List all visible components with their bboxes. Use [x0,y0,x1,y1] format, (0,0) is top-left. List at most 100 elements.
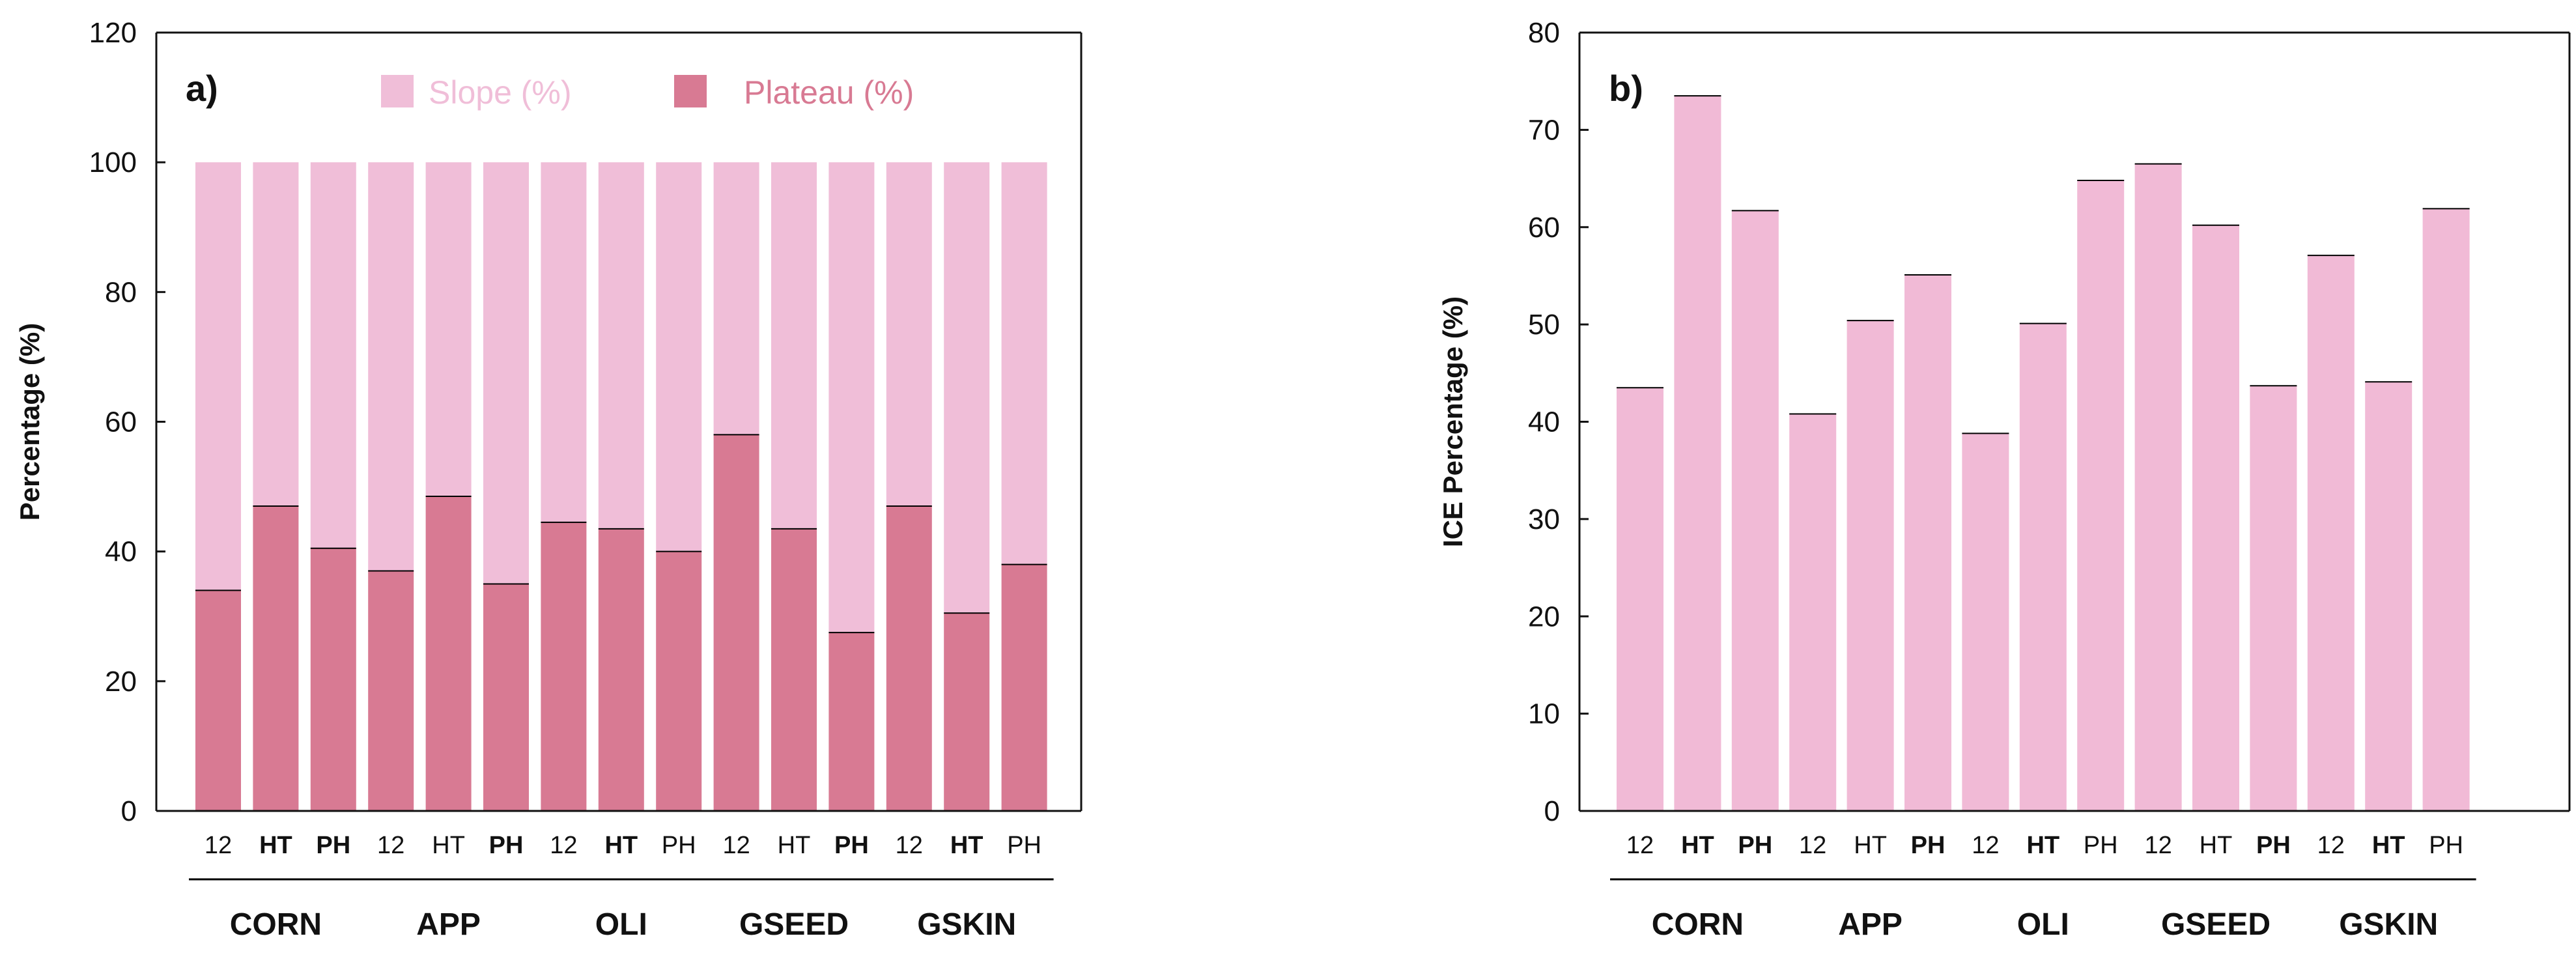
ice-bar [2250,386,2297,811]
y-tick-label: 20 [1528,601,1560,632]
x-tick-label: PH [662,832,696,859]
plateau-bar [195,590,241,811]
x-tick-label: 12 [377,832,404,859]
legend-swatch-slope [381,75,414,107]
group-label: GSEED [739,907,849,942]
slope-bar [771,162,817,529]
x-tick-label: PH [316,832,350,859]
x-tick-label: 12 [2144,832,2172,859]
y-tick-label: 50 [1528,309,1560,341]
group-label: CORN [230,907,322,942]
y-tick-label: 40 [1528,406,1560,438]
slope-bar [368,162,414,571]
slope-bar [828,162,875,633]
y-tick-label: 0 [121,795,137,827]
slope-bar [1001,162,1047,565]
slope-bar [253,162,299,506]
legend-label-plateau: Plateau (%) [744,74,914,111]
ice-bar [2077,180,2125,811]
panel-label: b) [1609,68,1643,109]
x-tick-label: PH [489,832,524,859]
plateau-bar [253,505,299,811]
x-tick-label: PH [834,832,869,859]
ice-bar [2192,225,2239,811]
y-tick-label: 40 [105,536,137,568]
x-tick-label: PH [2429,832,2463,859]
x-tick-label: HT [778,832,811,859]
ice-bar [2307,255,2355,812]
y-tick-label: 60 [1528,212,1560,244]
x-tick-label: 12 [722,832,750,859]
plateau-bar [598,528,644,811]
chart-a: 12 HT PH 12 HT PH 12 HT PH 12 HT PH 12 HT PH 0 20 40 60 80 1… [14,17,1083,942]
group-label: GSKIN [2339,907,2438,942]
x-tick-label: PH [1738,832,1772,859]
plateau-bar [944,613,990,811]
y-tick-label: 80 [105,276,137,308]
x-tick-label: HT [604,832,638,859]
x-tick-label: PH [2084,832,2118,859]
plateau-bar [656,551,702,811]
y-tick-label: 10 [1528,698,1560,730]
slope-bar [713,162,759,435]
legend-label-slope: Slope (%) [429,74,572,111]
plateau-bar [425,496,472,811]
y-tick-label: 30 [1528,503,1560,535]
ice-bar [1674,96,1721,811]
ice-bar [2365,382,2413,811]
group-label: GSKIN [917,907,1016,942]
plateau-bar [771,528,817,811]
slope-bar [425,162,472,497]
plateau-bar [713,434,759,811]
y-tick-label: 0 [1544,795,1560,827]
y-tick-label: 120 [89,17,137,49]
group-label: OLI [595,907,647,942]
group-label: APP [1838,907,1903,942]
x-tick-label: HT [950,832,984,859]
ice-bar [2019,323,2067,812]
slope-bar [541,162,587,522]
group-label: CORN [1652,907,1744,942]
x-tick-label: 12 [1626,832,1654,859]
plateau-bar [1001,564,1047,811]
x-tick-label: 12 [205,832,232,859]
x-tick-label: 12 [1799,832,1826,859]
slope-bar [310,162,356,548]
x-tick-label: 12 [1972,832,1999,859]
x-tick-label: HT [2372,832,2405,859]
x-tick-label: 12 [896,832,923,859]
plateau-bar [310,548,356,811]
plateau-bar [541,522,587,811]
ice-bar [2422,208,2470,811]
legend: Slope (%) Plateau (%) [381,74,914,111]
chart-b: 12 HT PH 12 HT PH 12 HT PH 12 HT PH 12 HT PH 0 10 20 30 40 5… [1437,17,2571,942]
ice-bar [2134,163,2182,811]
x-tick-label: HT [2026,832,2059,859]
slope-bar [656,162,702,552]
panel-label: a) [186,68,218,109]
y-tick-label: 70 [1528,114,1560,146]
plateau-bar [886,505,932,811]
group-label: OLI [2017,907,2069,942]
x-tick-label: PH [2256,832,2291,859]
x-tick-label: HT [2200,832,2233,859]
plateau-bar [483,584,529,811]
group-label: APP [416,907,481,942]
slope-bar [598,162,644,529]
y-tick-label: 100 [89,147,137,178]
y-axis-label: Percentage (%) [14,323,45,520]
x-tick-label: HT [259,832,292,859]
slope-bar [944,162,990,614]
ice-bar [1904,274,1951,812]
slope-bar [483,162,529,584]
x-tick-label: 12 [550,832,577,859]
slope-bar [886,162,932,506]
x-tick-label: 12 [2317,832,2345,859]
x-tick-label: HT [1854,832,1887,859]
plateau-bar [828,632,875,811]
x-tick-label: HT [432,832,465,859]
ice-bar [1962,433,2009,811]
ice-bar [1847,320,1894,811]
ice-bar [1731,210,1779,811]
